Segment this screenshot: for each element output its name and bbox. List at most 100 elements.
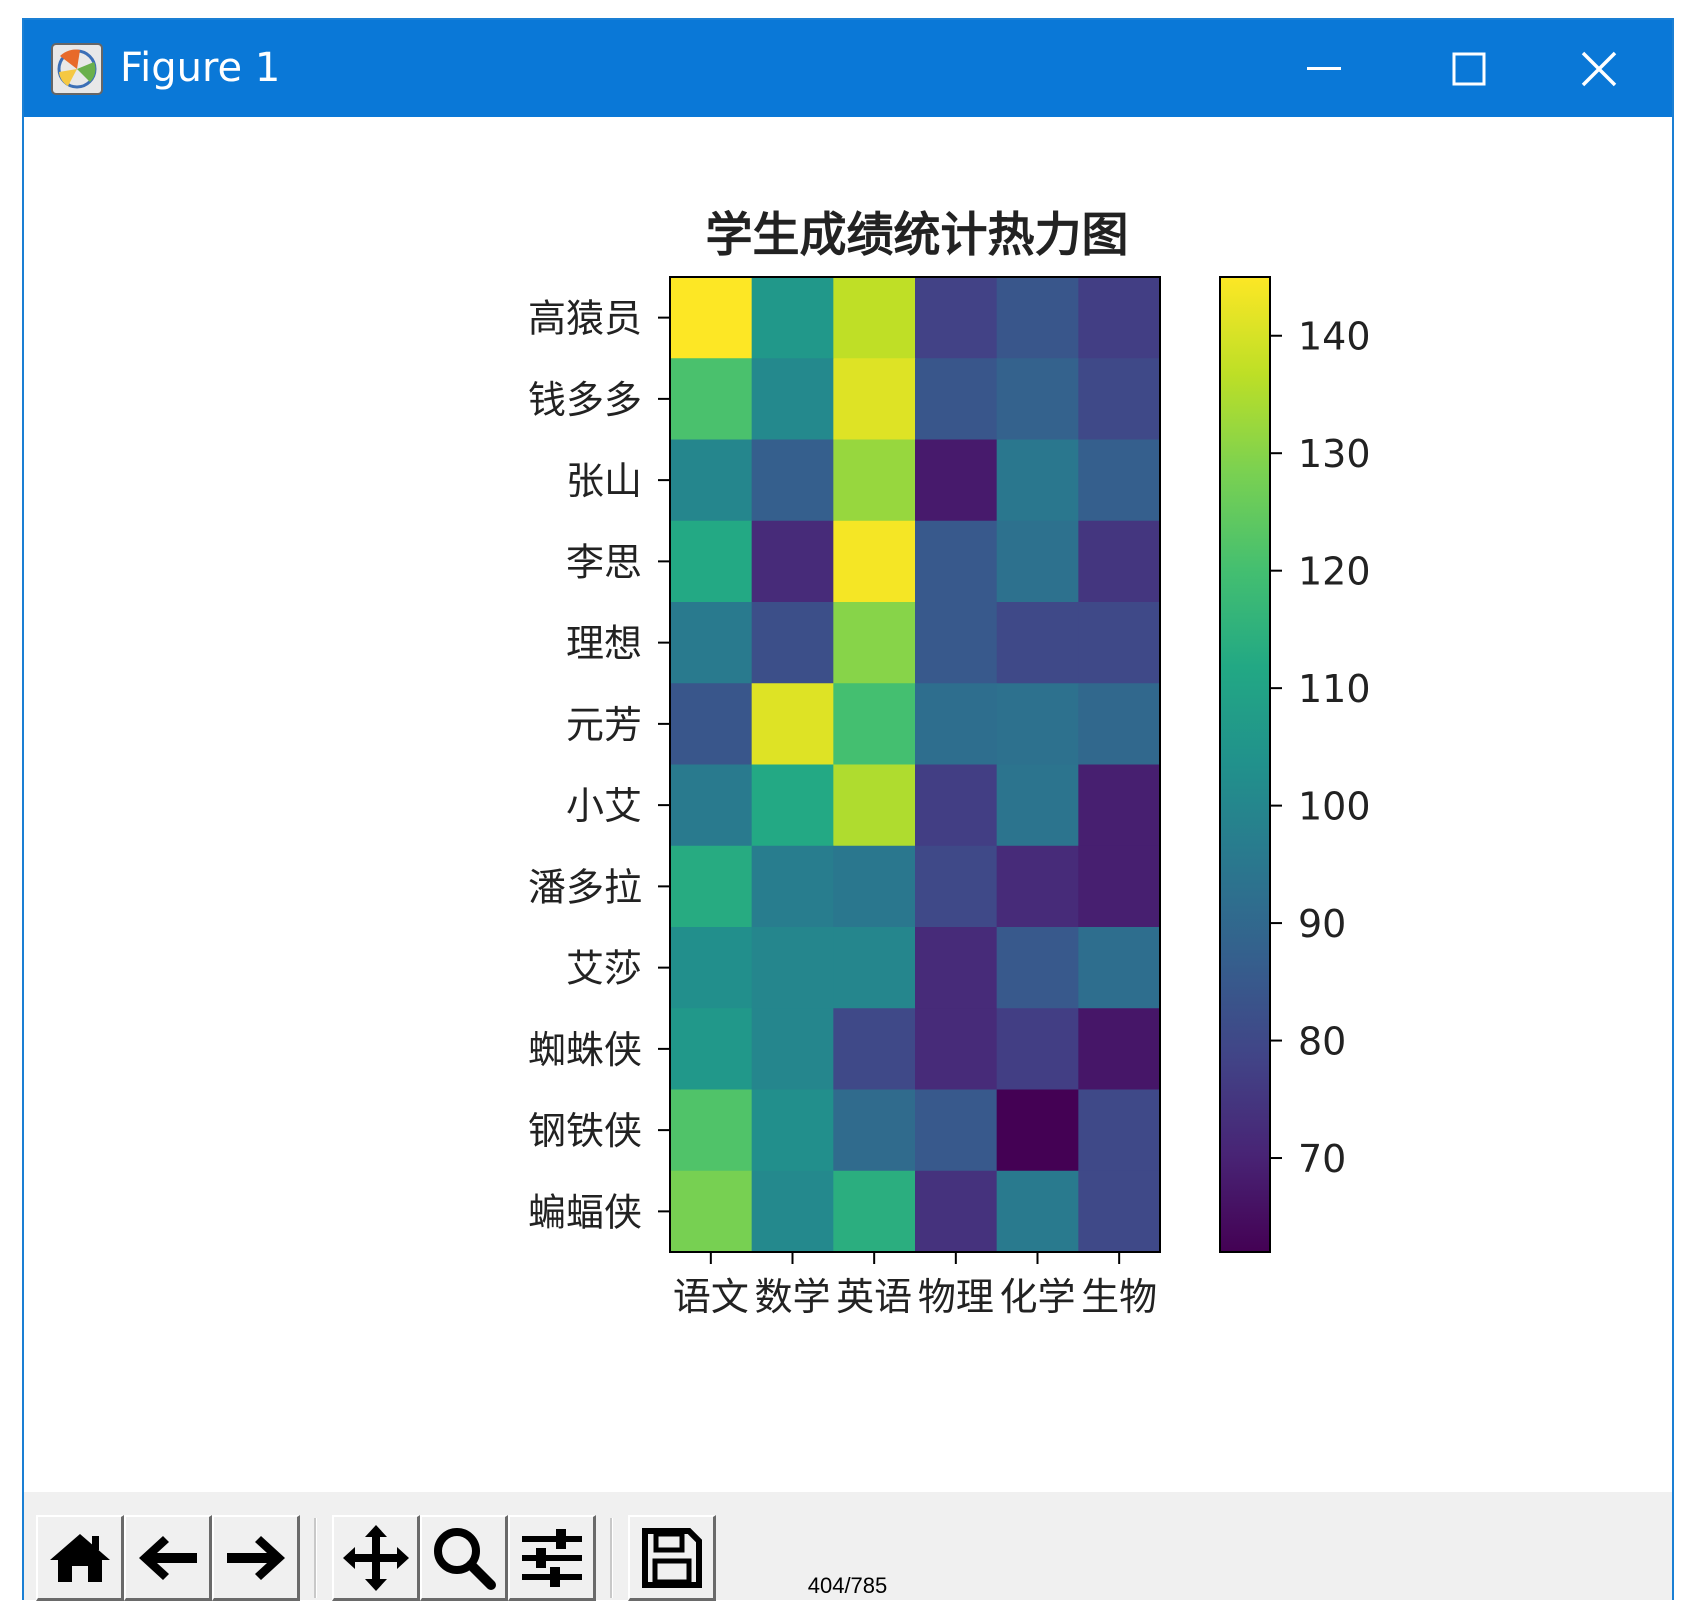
- heatmap-cell: [1078, 439, 1161, 522]
- colorbar-tick-label: 130: [1298, 432, 1371, 476]
- heatmap-cell: [751, 520, 834, 603]
- close-icon: [1581, 51, 1617, 86]
- pan-icon: [342, 1524, 409, 1591]
- heatmap-cell: [751, 927, 834, 1009]
- colorbar-tick-label: 140: [1298, 315, 1371, 359]
- y-tick-label: 钱多多: [528, 378, 642, 422]
- home-button[interactable]: [36, 1515, 124, 1601]
- x-tick-label: 数学: [754, 1275, 830, 1319]
- save-icon: [641, 1527, 702, 1588]
- y-tick-label: 小艾: [566, 784, 642, 828]
- heatmap-cell: [751, 439, 834, 522]
- toolbar-separator: [610, 1518, 613, 1598]
- heatmap-cell: [751, 1008, 834, 1090]
- heatmap-cell: [833, 927, 916, 1009]
- heatmap-cell: [996, 764, 1079, 847]
- forward-arrow-icon: [226, 1535, 285, 1580]
- heatmap-cell: [996, 520, 1079, 603]
- colorbar-tick-label: 110: [1298, 667, 1371, 711]
- save-button[interactable]: [628, 1515, 716, 1601]
- heatmap-cell: [915, 358, 998, 440]
- heatmap-cell: [1078, 927, 1161, 1009]
- heatmap-cell: [670, 927, 753, 1009]
- heatmap-cell: [833, 1170, 916, 1253]
- x-axis: 语文 数学 英语 物理 化学 生物: [673, 1252, 1157, 1319]
- heatmap-cell: [833, 1089, 916, 1172]
- y-tick-label: 理想: [566, 622, 642, 666]
- pan-button[interactable]: [332, 1515, 420, 1601]
- title-bar[interactable]: Figure 1: [24, 20, 1672, 117]
- heatmap-cell: [996, 1008, 1079, 1090]
- heatmap-cell: [915, 683, 998, 765]
- heatmap-cell: [915, 764, 998, 847]
- configure-subplots-icon: [521, 1528, 582, 1587]
- colorbar-tick-label: 80: [1298, 1020, 1346, 1064]
- heatmap-cell: [996, 1170, 1079, 1253]
- heatmap-cell: [670, 845, 753, 928]
- heatmap-cell: [1078, 520, 1161, 603]
- y-tick-label: 蜘蛛侠: [528, 1028, 642, 1072]
- heatmap-cell: [915, 520, 998, 603]
- maximize-button[interactable]: [1399, 20, 1539, 117]
- back-arrow-icon: [138, 1535, 197, 1580]
- heatmap-cell: [996, 927, 1079, 1009]
- heatmap-cell: [670, 764, 753, 847]
- x-tick-label: 生物: [1081, 1275, 1157, 1319]
- heatmap-cell: [670, 520, 753, 603]
- heatmap-cell: [915, 439, 998, 522]
- x-tick-label: 化学: [999, 1275, 1075, 1319]
- y-tick-label: 钢铁侠: [528, 1109, 642, 1153]
- y-tick-label: 高猿员: [528, 297, 642, 341]
- heatmap-cell: [996, 683, 1079, 765]
- heatmap-cell: [996, 277, 1079, 359]
- chart-title: 学生成绩统计热力图: [706, 208, 1129, 263]
- heatmap-cell: [996, 439, 1079, 522]
- heatmap-cell: [833, 764, 916, 847]
- y-tick-label: 李思: [566, 540, 642, 584]
- heatmap-cell: [996, 602, 1079, 684]
- toolbar-separator: [314, 1518, 317, 1598]
- heatmap-cell: [915, 602, 998, 684]
- colorbar-tick-label: 120: [1298, 550, 1371, 594]
- x-tick-label: 英语: [836, 1275, 912, 1319]
- heatmap-cell: [751, 683, 834, 765]
- plot-frame: [669, 276, 1161, 1253]
- heatmap-cell: [670, 1008, 753, 1090]
- back-button[interactable]: [124, 1515, 212, 1601]
- y-tick-label: 蝙蝠侠: [528, 1190, 642, 1234]
- zoom-button[interactable]: [420, 1515, 508, 1601]
- heatmap-cell: [751, 764, 834, 847]
- heatmap-cell: [915, 1089, 998, 1172]
- heatmap-cell: [833, 520, 916, 603]
- heatmap-cell: [670, 602, 753, 684]
- colorbar-ticks: 70 80 90 100 110 120 130 140: [1270, 315, 1371, 1181]
- heatmap-cell: [751, 845, 834, 928]
- heatmap-cell: [996, 845, 1079, 928]
- x-tick-label: 物理: [918, 1275, 994, 1319]
- heatmap-cell: [915, 277, 998, 359]
- heatmap-cell: [915, 1170, 998, 1253]
- heatmap-cell: [670, 439, 753, 522]
- close-button[interactable]: [1529, 20, 1669, 117]
- heatmap-cell: [833, 358, 916, 440]
- colorbar: [1219, 276, 1271, 1253]
- figure-canvas[interactable]: 学生成绩统计热力图 高猿员 钱多多 张山 李思 理想 元芳 小艾 潘多拉 艾莎 蜘蛛侠 钢铁侠 蝙蝠侠…: [24, 117, 1672, 1492]
- matplotlib-app-icon: [51, 43, 103, 95]
- heatmap-cell: [670, 683, 753, 765]
- heatmap-cell: [670, 358, 753, 440]
- maximize-icon: [1452, 52, 1486, 85]
- heatmap-cell: [1078, 1170, 1161, 1253]
- heatmap-cell: [670, 1089, 753, 1172]
- heatmap-cell: [833, 1008, 916, 1090]
- heatmap-cell: [833, 845, 916, 928]
- heatmap-cell: [1078, 1008, 1161, 1090]
- heatmap-cell: [915, 1008, 998, 1090]
- heatmap-cell: [1078, 845, 1161, 928]
- heatmap-cell: [833, 602, 916, 684]
- configure-subplots-button[interactable]: [508, 1515, 596, 1601]
- minimize-icon: [1307, 66, 1341, 70]
- forward-button[interactable]: [212, 1515, 300, 1601]
- colorbar-tick-label: 90: [1298, 902, 1346, 946]
- minimize-button[interactable]: [1254, 20, 1394, 117]
